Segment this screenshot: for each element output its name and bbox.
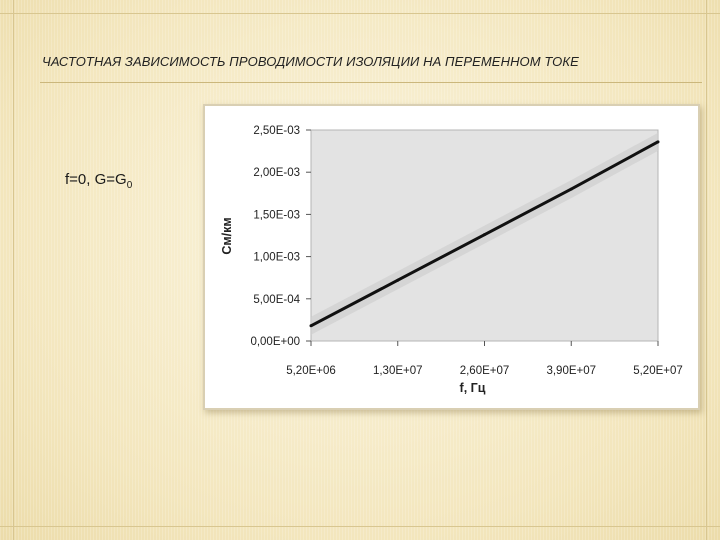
x-tick-label: 5,20E+06 — [286, 365, 336, 377]
chart-panel: 0,00E+00 5,00E-04 1,00E-03 1,50E-03 2,00E-03… — [203, 104, 700, 410]
y-tick-label: 2,50E-03 — [253, 125, 300, 137]
y-tick-label: 5,00E-04 — [253, 294, 300, 306]
chart-svg: 0,00E+00 5,00E-04 1,00E-03 1,50E-03 2,00E-03… — [220, 125, 683, 395]
slide-title: ЧАСТОТНАЯ ЗАВИСИМОСТЬ ПРОВОДИМОСТИ ИЗОЛЯ… — [42, 54, 579, 69]
y-tick-label: 1,00E-03 — [253, 252, 300, 264]
x-tick-label: 1,30E+07 — [373, 365, 423, 377]
formula-subscript: 0 — [126, 180, 133, 191]
frame-right-line — [706, 0, 707, 540]
data-point — [483, 233, 486, 237]
x-tick-label: 3,90E+07 — [546, 365, 596, 377]
title-divider — [40, 82, 702, 83]
x-tick-label: 2,60E+07 — [460, 365, 510, 377]
data-point — [656, 140, 660, 144]
y-tick-label: 1,50E-03 — [253, 209, 300, 221]
x-tick-label: 5,20E+07 — [633, 365, 683, 377]
formula-prefix: f=0, G=G — [65, 171, 127, 188]
data-point — [309, 324, 313, 328]
frame-top-line — [0, 13, 720, 14]
y-tick-label: 2,00E-03 — [253, 167, 300, 179]
x-axis-title: f, Гц — [460, 381, 486, 395]
formula-text: f=0, G=G0 — [65, 171, 132, 191]
y-tick-label: 0,00E+00 — [250, 336, 300, 348]
data-point — [569, 187, 573, 191]
frame-left-line — [13, 0, 14, 540]
y-axis-title: См/км — [220, 217, 234, 254]
data-point — [396, 278, 400, 282]
frame-bottom-line — [0, 526, 720, 527]
